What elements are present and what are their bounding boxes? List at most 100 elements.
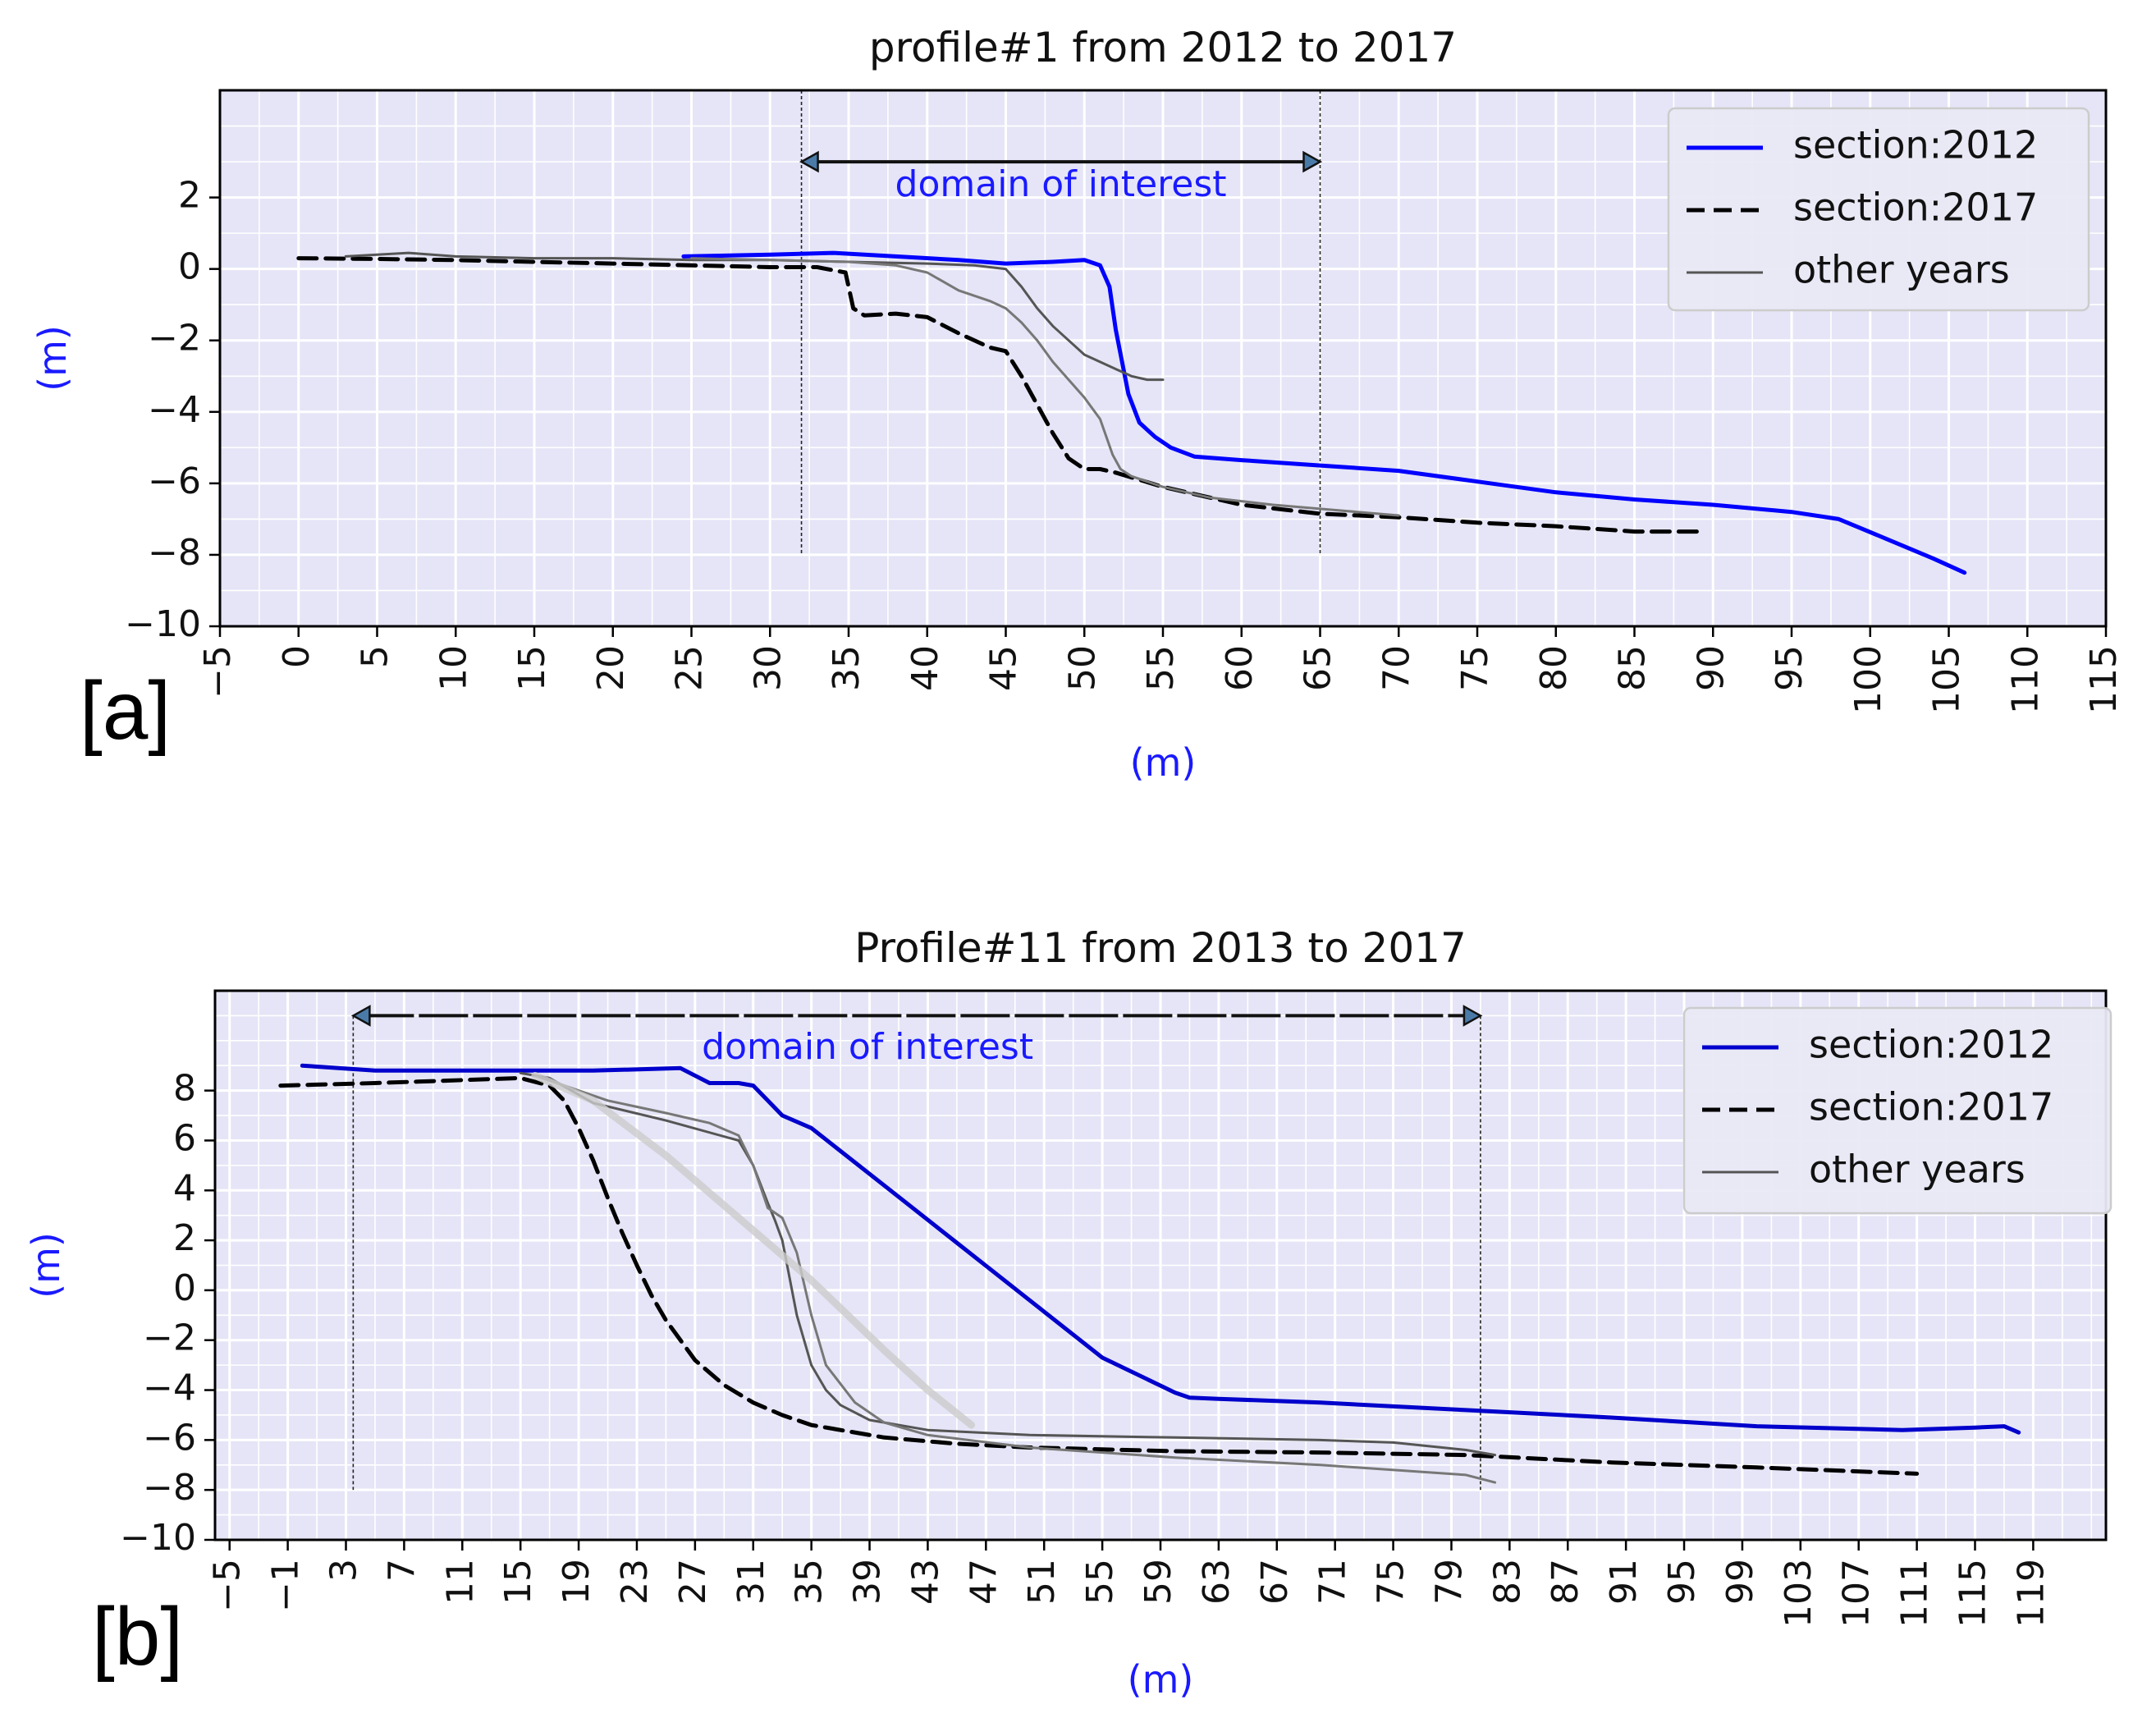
domain-arrow-left-head <box>350 1005 371 1027</box>
y-tick-label: −4 <box>148 389 201 431</box>
x-tick-label: 20 <box>590 645 632 691</box>
x-tick-label: 63 <box>1196 1559 1238 1605</box>
x-axis-label: (m) <box>1128 1657 1194 1702</box>
x-tick-label: −5 <box>207 1559 249 1612</box>
y-tick-label: 4 <box>173 1167 196 1209</box>
legend-label: section:2012 <box>1793 123 2038 167</box>
x-tick-label: 79 <box>1428 1559 1470 1605</box>
x-tick-label: 95 <box>1661 1559 1703 1605</box>
y-tick-label: 0 <box>173 1267 196 1309</box>
series-line-other-years-4 <box>531 1071 976 1429</box>
panel-label: [a] <box>80 665 171 757</box>
x-tick-label: 105 <box>1926 645 1968 714</box>
x-tick-label: 35 <box>789 1559 831 1605</box>
chart-title: profile#1 from 2012 to 2017 <box>869 24 1457 71</box>
series-line-other-years-2 <box>519 1071 1497 1457</box>
x-tick-label: 3 <box>323 1559 365 1582</box>
x-axis: −5 0 5 10 15 20 25 30 35 40 45 50 55 60 65 70 75 80 85 90 95… <box>197 626 2125 714</box>
domain-arrow-right-head <box>1302 150 1323 173</box>
series-line-section-2017-1 <box>296 256 1700 534</box>
x-tick-label: 80 <box>1533 645 1575 691</box>
legend-label: other years <box>1793 248 2010 292</box>
x-tick-label: 35 <box>826 645 867 691</box>
x-tick-label: −1 <box>265 1559 307 1612</box>
x-tick-label: 111 <box>1894 1559 1936 1628</box>
x-tick-label: 31 <box>730 1559 772 1605</box>
x-tick-label: 15 <box>511 645 553 691</box>
y-tick-label: 6 <box>173 1117 196 1159</box>
y-tick-label: −2 <box>148 318 201 360</box>
x-tick-label: 11 <box>439 1559 481 1605</box>
x-tick-label: 59 <box>1138 1559 1179 1605</box>
x-tick-label: 25 <box>669 645 711 691</box>
x-tick-label: 10 <box>433 645 474 691</box>
x-tick-label: 15 <box>497 1559 539 1605</box>
x-tick-label: 70 <box>1376 645 1417 691</box>
x-tick-label: 83 <box>1486 1559 1528 1605</box>
y-axis-label: (m) <box>24 1232 68 1299</box>
y-axis: −10 −8 −6 −4 −2 0 2 4 6 8 <box>120 1068 215 1559</box>
x-tick-label: 27 <box>672 1559 714 1605</box>
domain-arrow-right-head <box>1463 1005 1483 1027</box>
y-tick-label: 0 <box>178 246 201 288</box>
x-tick-label: 30 <box>747 645 789 691</box>
x-tick-label: 45 <box>983 645 1025 691</box>
x-tick-label: 100 <box>1847 645 1889 714</box>
x-axis-label: (m) <box>1130 740 1197 785</box>
x-tick-label: 55 <box>1140 645 1182 691</box>
y-axis: −10 −8 −6 −4 −2 0 2 <box>125 175 220 645</box>
legend: section:2012 section:2017 other years <box>1667 107 2090 312</box>
chart-panel-2: domain of interest−5 −1 3 7 11 15 19 23 27 31 35 39… <box>24 924 2113 1702</box>
x-tick-label: 119 <box>2010 1559 2052 1628</box>
series-line-section-2017-1 <box>278 1075 1920 1476</box>
domain-of-interest: domain of interest <box>799 90 1323 555</box>
legend-label: section:2012 <box>1809 1023 2053 1067</box>
y-tick-label: 8 <box>173 1068 196 1110</box>
x-tick-label: 87 <box>1545 1559 1586 1605</box>
chart-panel-1: domain of interest−5 0 5 10 15 20 25 30 35 40 45 50… <box>30 24 2125 785</box>
y-tick-label: −10 <box>120 1517 196 1559</box>
x-tick-label: 71 <box>1312 1559 1354 1605</box>
x-tick-label: 85 <box>1612 645 1654 691</box>
x-tick-label: 43 <box>904 1559 946 1605</box>
x-tick-label: 0 <box>276 645 318 668</box>
y-axis-label: (m) <box>30 325 75 392</box>
y-tick-label: −6 <box>148 460 201 502</box>
x-tick-label: 115 <box>1952 1559 1993 1628</box>
x-tick-label: 107 <box>1836 1559 1878 1628</box>
legend-label: section:2017 <box>1809 1085 2053 1129</box>
y-tick-label: 2 <box>178 175 201 217</box>
x-tick-label: 40 <box>904 645 946 691</box>
x-tick-label: 75 <box>1454 645 1496 691</box>
series-line-other-years-2 <box>344 251 1165 382</box>
x-tick-label: 103 <box>1778 1559 1820 1628</box>
x-tick-label: −5 <box>197 645 239 699</box>
legend-box <box>1667 107 2090 312</box>
y-tick-label: −10 <box>125 603 201 645</box>
legend-box <box>1682 1006 2113 1215</box>
x-tick-label: 50 <box>1061 645 1103 691</box>
x-tick-label: 47 <box>963 1559 1005 1605</box>
grid <box>218 89 2108 628</box>
domain-arrow-left-head <box>799 150 819 173</box>
x-tick-label: 65 <box>1298 645 1339 691</box>
domain-label: domain of interest <box>895 163 1227 205</box>
series-line-section-2012-0 <box>300 1063 2021 1435</box>
legend-label: section:2017 <box>1793 186 2038 230</box>
x-tick-label: 95 <box>1769 645 1810 691</box>
series-line-other-years-3 <box>690 257 1400 517</box>
legend: section:2012 section:2017 other years <box>1682 1006 2113 1215</box>
series-line-other-years-3 <box>533 1074 1497 1484</box>
x-tick-label: 23 <box>614 1559 656 1605</box>
x-tick-label: 110 <box>2004 645 2046 714</box>
x-axis: −5 −1 3 7 11 15 19 23 27 31 35 39 43 47 51 55 59 63 67 71 75… <box>207 1540 2052 1628</box>
y-tick-label: −2 <box>143 1317 196 1359</box>
x-tick-label: 67 <box>1254 1559 1296 1605</box>
panel-label: [b] <box>92 1591 183 1683</box>
series-line-section-2012-0 <box>681 250 1967 575</box>
legend-label: other years <box>1809 1148 2026 1192</box>
x-tick-label: 19 <box>556 1559 597 1605</box>
x-tick-label: 7 <box>381 1559 423 1582</box>
